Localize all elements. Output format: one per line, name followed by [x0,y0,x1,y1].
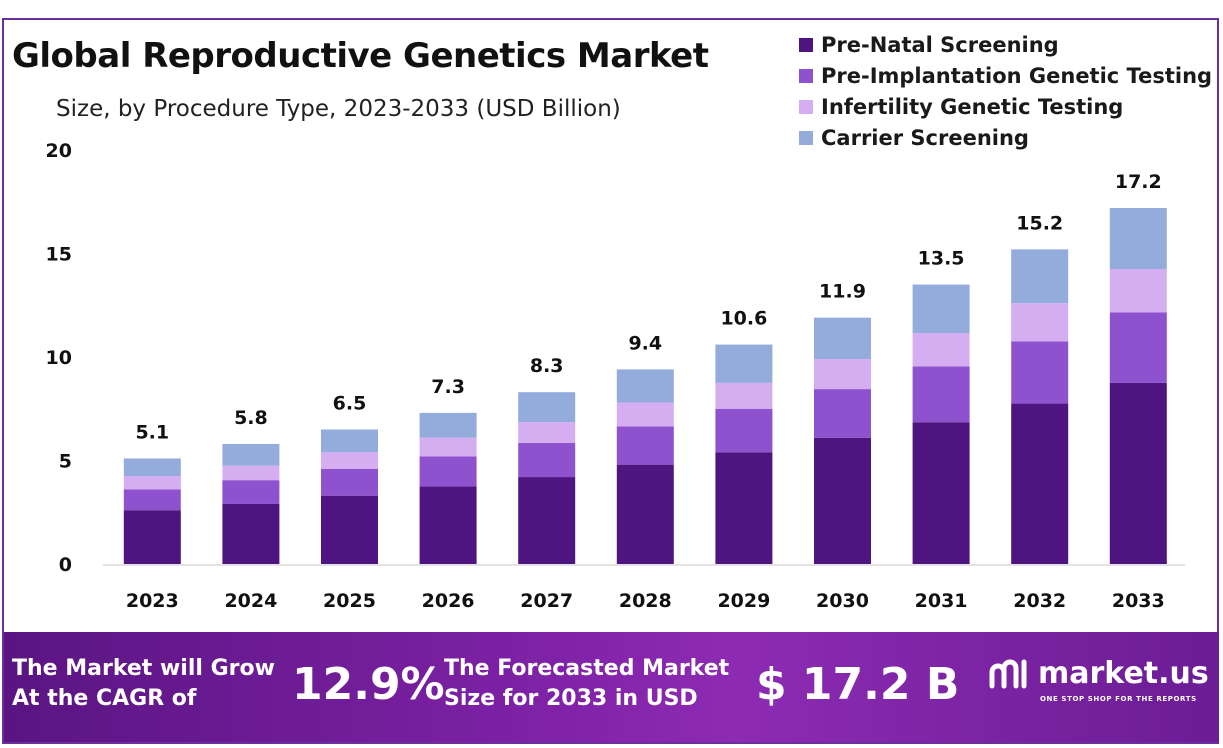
bar-total-label-2033: 17.2 [1115,171,1162,193]
bar-segment-2023-2 [123,476,181,490]
x-tick-label-2031: 2031 [915,590,968,612]
bar-segment-2033-2 [1109,269,1167,313]
bar-segment-2029-0 [715,452,773,564]
chart-legend: Pre-Natal Screening Pre-Implantation Gen… [799,29,1212,153]
bar-segment-2024-3 [222,443,280,466]
bar-segment-2033-0 [1109,382,1167,564]
x-tick-label-2032: 2032 [1013,590,1066,612]
legend-label-infertility: Infertility Genetic Testing [821,94,1124,119]
bar-total-label-2032: 15.2 [1016,212,1063,234]
bar-segment-2025-0 [321,495,378,564]
bar-segment-2032-1 [1011,341,1069,404]
bar-segment-2024-1 [222,480,280,504]
bar-segment-2024-0 [222,503,280,564]
bar-segment-2023-1 [123,489,181,511]
bar-segment-2026-1 [419,456,477,487]
forecast-value: $ 17.2 B [756,659,960,710]
bar-segment-2026-3 [419,412,477,438]
y-tick-label-4: 20 [46,140,72,162]
stacked-bar-chart: 0 5 10 15 20 5.1 2023 5.8 2024 6.5 2025 7.3 2026 8.3 2… [46,140,1185,612]
footer-banner: The Market will Grow At the CAGR of 12.9… [4,632,1219,742]
bar-segment-2031-1 [912,366,970,423]
bar-segment-2028-3 [616,369,674,403]
bar-segment-2028-0 [616,464,674,564]
bar-segment-2031-3 [912,284,970,334]
legend-item-infertility: Infertility Genetic Testing [799,91,1212,122]
bar-segment-2027-3 [518,392,576,423]
bar-segment-2033-3 [1109,207,1167,270]
bar-segment-2029-1 [715,408,773,453]
logo-name: market.us [1038,656,1209,691]
bar-segment-2032-3 [1011,249,1069,304]
forecast-caption-line1: The Forecasted Market [444,656,730,681]
chart-subtitle: Size, by Procedure Type, 2023-2033 (USD … [56,96,621,122]
x-tick-label-2027: 2027 [520,590,573,612]
bar-segment-2025-3 [321,429,378,453]
market-us-logo-icon [989,659,1027,689]
forecast-caption-line2: Size for 2033 in USD [444,686,698,711]
logo-tagline: ONE STOP SHOP FOR THE REPORTS [1040,695,1197,703]
bar-total-label-2027: 8.3 [530,355,564,377]
y-tick-label-2: 10 [46,347,72,369]
bar-segment-2025-2 [321,452,378,469]
legend-swatch-infertility [799,99,813,114]
bar-total-label-2029: 10.6 [720,308,767,330]
x-tick-label-2028: 2028 [619,590,672,612]
bar-segment-2032-0 [1011,403,1069,564]
y-tick-label-0: 0 [59,554,72,576]
bar-segment-2029-3 [715,344,773,383]
bar-segment-2026-0 [419,486,477,564]
bar-segment-2029-2 [715,382,773,409]
forecast-caption: The Forecasted Market Size for 2033 in U… [444,654,729,714]
bar-segment-2023-3 [123,458,181,477]
x-tick-label-2026: 2026 [422,590,475,612]
legend-item-carrier: Carrier Screening [799,122,1212,153]
y-tick-label-3: 15 [46,244,72,266]
bar-total-label-2026: 7.3 [431,376,465,398]
cagr-caption-line2: At the CAGR of [12,686,197,711]
bar-segment-2030-3 [814,317,871,360]
bar-segment-2025-1 [321,468,378,496]
bar-segment-2030-1 [814,389,871,438]
y-tick-label-1: 5 [59,451,72,473]
bar-total-label-2025: 6.5 [333,392,367,414]
x-tick-label-2033: 2033 [1112,590,1165,612]
bar-segment-2028-1 [616,426,674,465]
bar-segment-2027-0 [518,477,576,564]
legend-item-preimplantation: Pre-Implantation Genetic Testing [799,60,1212,91]
legend-label-prenatal: Pre-Natal Screening [821,32,1059,57]
bar-segment-2028-2 [616,402,674,427]
legend-swatch-carrier [799,130,813,145]
legend-swatch-preimplantation [799,68,813,83]
legend-item-prenatal: Pre-Natal Screening [799,29,1212,60]
bar-total-label-2030: 11.9 [819,281,866,303]
x-tick-label-2025: 2025 [323,590,376,612]
bar-segment-2023-0 [123,510,181,564]
x-tick-label-2023: 2023 [126,590,179,612]
bar-segment-2027-1 [518,442,576,478]
bar-total-label-2028: 9.4 [628,332,662,354]
bar-segment-2031-0 [912,422,970,564]
legend-swatch-prenatal [799,37,813,52]
bar-segment-2027-2 [518,422,576,443]
x-tick-label-2029: 2029 [717,590,770,612]
bar-segment-2033-1 [1109,312,1167,383]
x-tick-label-2024: 2024 [224,590,277,612]
bar-total-label-2031: 13.5 [918,248,965,270]
bar-total-label-2023: 5.1 [135,421,169,443]
cagr-value: 12.9% [292,659,445,710]
bar-segment-2031-2 [912,333,970,367]
bar-segment-2030-2 [814,359,871,390]
bar-segment-2032-2 [1011,303,1069,342]
chart-title: Global Reproductive Genetics Market [12,36,709,76]
bar-segment-2024-2 [222,465,280,481]
legend-label-carrier: Carrier Screening [821,125,1029,150]
cagr-caption: The Market will Grow At the CAGR of [12,654,275,714]
bar-segment-2030-0 [814,437,871,564]
bar-total-label-2024: 5.8 [234,407,268,429]
cagr-caption-line1: The Market will Grow [12,656,275,681]
x-tick-label-2030: 2030 [816,590,869,612]
legend-label-preimplantation: Pre-Implantation Genetic Testing [821,63,1213,88]
bar-segment-2026-2 [419,437,477,457]
